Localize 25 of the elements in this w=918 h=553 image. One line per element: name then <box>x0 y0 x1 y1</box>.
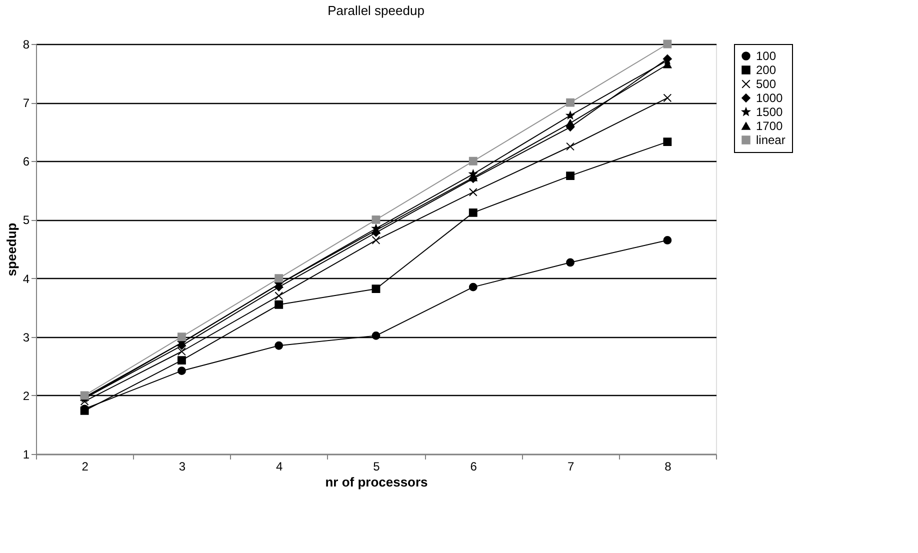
legend-label: 1000 <box>756 91 784 105</box>
legend-label: 1500 <box>756 105 784 119</box>
legend-label: linear <box>756 133 786 147</box>
legend-label: 500 <box>756 77 776 91</box>
x-tick-label: 5 <box>373 460 380 474</box>
chart-title: Parallel speedup <box>328 3 424 18</box>
legend-label: 100 <box>756 49 776 63</box>
x-tick-label: 3 <box>178 460 186 474</box>
y-tick-label: 7 <box>22 96 30 110</box>
y-tick-label: 4 <box>22 272 30 286</box>
y-tick-label: 6 <box>22 154 30 169</box>
y-axis-title: speedup <box>4 222 19 276</box>
y-tick-label: 3 <box>22 330 30 344</box>
y-tick-label: 8 <box>22 38 30 52</box>
legend-label: 200 <box>756 63 776 77</box>
x-tick-label: 2 <box>82 460 89 474</box>
x-tick-label: 6 <box>470 460 478 474</box>
y-tick-label: 2 <box>22 388 30 403</box>
y-tick-label: 1 <box>22 448 30 462</box>
x-tick-label: 8 <box>664 460 672 474</box>
x-tick-label: 4 <box>276 460 284 474</box>
x-tick-label: 7 <box>567 460 574 474</box>
legend-label: 1700 <box>756 119 784 133</box>
x-axis-title: nr of processors <box>325 474 428 490</box>
y-tick-label: 5 <box>22 213 30 228</box>
